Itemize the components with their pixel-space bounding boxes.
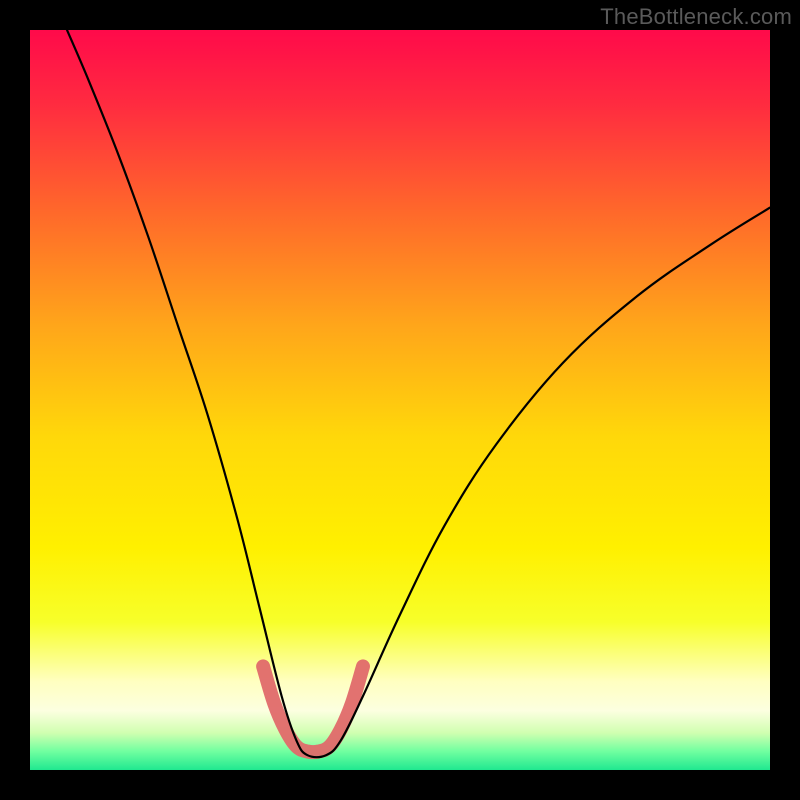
chart-container: TheBottleneck.com — [0, 0, 800, 800]
plot-gradient — [30, 30, 770, 770]
bottleneck-chart — [0, 0, 800, 800]
